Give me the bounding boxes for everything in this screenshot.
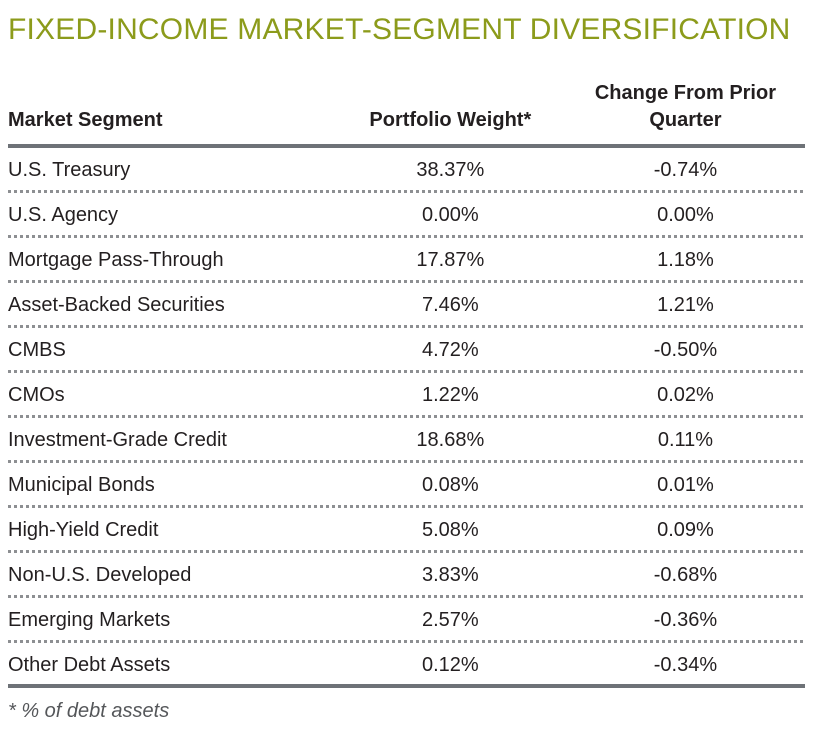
segment-cell: U.S. Treasury	[8, 159, 131, 181]
segment-cell: Municipal Bonds	[8, 474, 155, 496]
segment-cell: Investment-Grade Credit	[8, 429, 227, 451]
change-cell: 0.00%	[657, 204, 714, 226]
page-title: FIXED-INCOME MARKET-SEGMENT DIVERSIFICAT…	[8, 13, 791, 46]
table-row: CMBS 4.72% -0.50%	[8, 328, 805, 373]
column-header-market-segment: Market Segment	[8, 48, 335, 148]
weight-cell: 4.72%	[421, 339, 479, 361]
segment-cell: CMOs	[8, 384, 65, 406]
change-cell: 0.01%	[657, 474, 714, 496]
table-row: Municipal Bonds 0.08% 0.01%	[8, 463, 805, 508]
weight-cell: 3.83%	[421, 564, 479, 586]
change-cell: -0.36%	[653, 609, 718, 631]
table-row: Asset-Backed Securities 7.46% 1.21%	[8, 283, 805, 328]
change-cell: 1.18%	[657, 249, 714, 271]
segment-cell: Non-U.S. Developed	[8, 564, 192, 586]
change-cell: -0.50%	[653, 339, 718, 361]
weight-cell: 38.37%	[416, 159, 485, 181]
table-row: Emerging Markets 2.57% -0.36%	[8, 598, 805, 643]
change-cell: -0.68%	[653, 564, 718, 586]
table-header: Market Segment Portfolio Weight* Change …	[8, 48, 805, 148]
change-cell: 0.09%	[657, 519, 714, 541]
change-cell: -0.34%	[653, 654, 718, 676]
weight-cell: 18.68%	[416, 429, 485, 451]
footnote: * % of debt assets	[8, 700, 170, 722]
table-row: Investment-Grade Credit 18.68% 0.11%	[8, 418, 805, 463]
weight-cell: 0.08%	[421, 474, 479, 496]
table-row: Non-U.S. Developed 3.83% -0.68%	[8, 553, 805, 598]
column-header-change-from-prior-quarter: Change From Prior Quarter	[565, 48, 805, 148]
table-row: High-Yield Credit 5.08% 0.09%	[8, 508, 805, 553]
segment-cell: High-Yield Credit	[8, 519, 159, 541]
change-cell: 0.11%	[657, 429, 714, 451]
change-cell: 1.21%	[657, 294, 714, 316]
segment-cell: Other Debt Assets	[8, 654, 171, 676]
weight-cell: 5.08%	[421, 519, 479, 541]
weight-cell: 0.12%	[421, 654, 479, 676]
table-row: U.S. Treasury 38.37% -0.74%	[8, 146, 805, 193]
segment-cell: Mortgage Pass-Through	[8, 249, 224, 271]
header-row: Market Segment Portfolio Weight* Change …	[8, 48, 805, 148]
table-row: Other Debt Assets 0.12% -0.34%	[8, 643, 805, 688]
column-header-portfolio-weight: Portfolio Weight*	[334, 48, 566, 148]
weight-cell: 17.87%	[416, 249, 485, 271]
segment-cell: Asset-Backed Securities	[8, 294, 225, 316]
table-row: CMOs 1.22% 0.02%	[8, 373, 805, 418]
weight-cell: 0.00%	[421, 204, 479, 226]
weight-cell: 1.22%	[421, 384, 479, 406]
weight-cell: 2.57%	[421, 609, 479, 631]
weight-cell: 7.46%	[421, 294, 479, 316]
segment-cell: CMBS	[8, 339, 66, 361]
change-cell: -0.74%	[653, 159, 718, 181]
table-body: U.S. Treasury 38.37% -0.74% U.S. Agency …	[8, 146, 805, 688]
segment-cell: U.S. Agency	[8, 204, 119, 226]
table-row: U.S. Agency 0.00% 0.00%	[8, 193, 805, 238]
market-segment-table: Market Segment Portfolio Weight* Change …	[8, 48, 805, 688]
segment-cell: Emerging Markets	[8, 609, 171, 631]
table-row: Mortgage Pass-Through 17.87% 1.18%	[8, 238, 805, 283]
change-cell: 0.02%	[657, 384, 714, 406]
